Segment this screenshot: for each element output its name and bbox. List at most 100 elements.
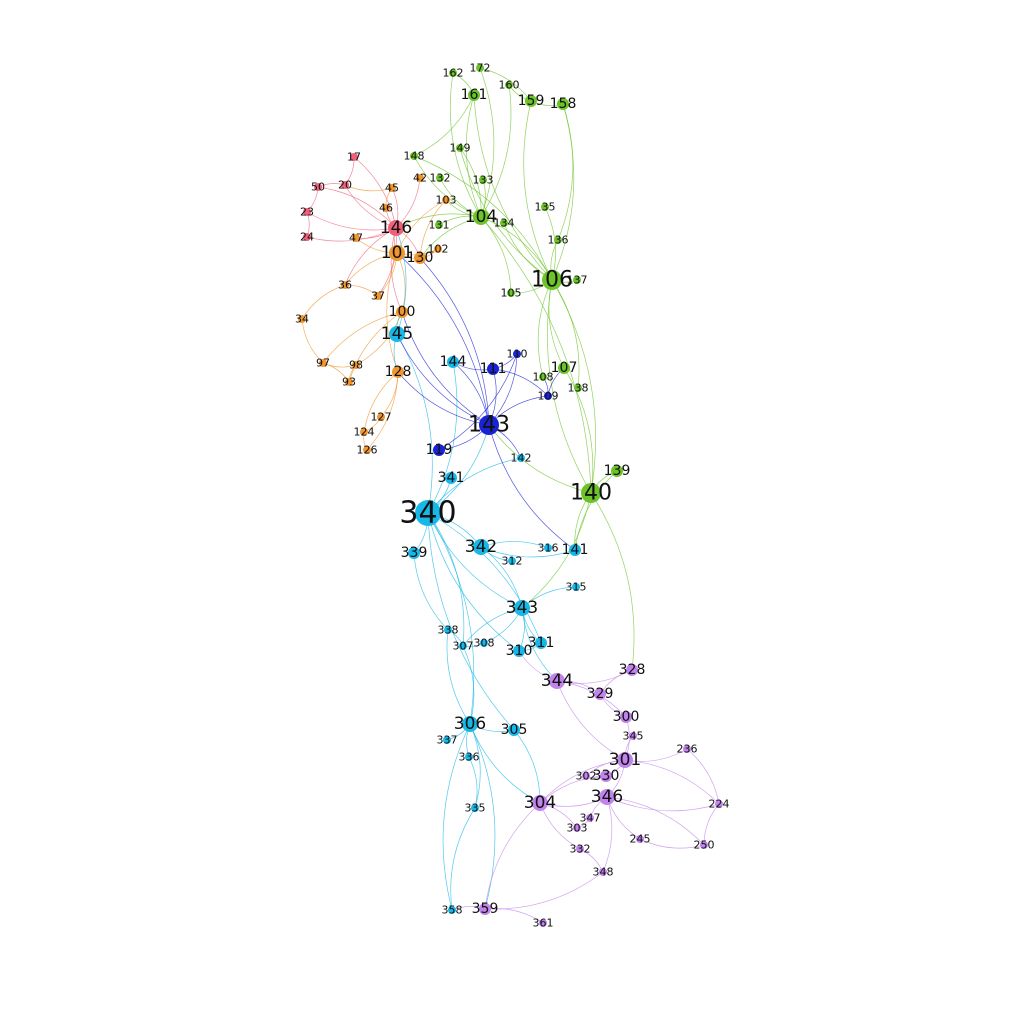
graph-node: 149 <box>450 142 471 155</box>
node-label: 315 <box>566 581 587 594</box>
node-circle <box>341 181 349 189</box>
node-circle <box>442 196 450 204</box>
graph-node: 361 <box>533 917 554 930</box>
graph-edge <box>419 199 447 259</box>
graph-node: 143 <box>468 413 510 438</box>
node-circle <box>544 392 552 400</box>
graph-node: 330 <box>593 768 620 784</box>
node-circle <box>576 845 584 853</box>
graph-node: 98 <box>349 359 363 372</box>
node-circle <box>500 219 508 227</box>
node-circle <box>414 252 426 264</box>
graph-edge <box>521 492 592 609</box>
graph-node: 97 <box>316 357 330 370</box>
graph-edge <box>395 213 482 229</box>
node-label: 137 <box>567 274 588 287</box>
node-circle <box>558 362 570 374</box>
node-circle <box>468 89 480 101</box>
node-label: 109 <box>538 390 559 403</box>
graph-edge <box>317 186 397 229</box>
graph-edge <box>551 279 580 389</box>
node-circle <box>389 245 405 261</box>
graph-node: 338 <box>438 624 459 637</box>
node-circle <box>447 356 459 368</box>
node-circle <box>410 152 418 160</box>
node-label: 305 <box>501 722 528 738</box>
graph-node: 315 <box>566 581 587 594</box>
node-label: 24 <box>300 231 314 244</box>
node-label: 346 <box>591 787 623 807</box>
graph-node: 128 <box>385 364 412 380</box>
node-label: 160 <box>499 79 520 92</box>
node-label: 103 <box>436 194 457 207</box>
graph-node: 316 <box>538 542 559 555</box>
graph-node: 119 <box>426 442 453 458</box>
graph-node: 307 <box>453 640 474 653</box>
graph-node: 136 <box>548 234 569 247</box>
graph-edge <box>484 802 541 910</box>
graph-node: 158 <box>550 96 577 112</box>
node-label: 358 <box>442 904 463 917</box>
graph-edge <box>488 424 576 551</box>
node-label: 102 <box>428 243 449 256</box>
graph-edge <box>301 318 324 364</box>
graph-node: 23 <box>300 206 314 219</box>
graph-node: 127 <box>371 411 392 424</box>
graph-node: 300 <box>613 709 640 725</box>
graph-node: 105 <box>501 287 522 300</box>
graph-edge <box>459 147 553 281</box>
node-label: 158 <box>550 96 577 112</box>
node-circle <box>573 276 581 284</box>
node-label: 161 <box>461 87 488 103</box>
graph-node: 133 <box>473 174 494 187</box>
node-circle <box>298 315 306 323</box>
node-circle <box>456 144 464 152</box>
node-circle <box>435 221 443 229</box>
node-label: 343 <box>506 598 538 618</box>
graph-edge <box>413 552 449 631</box>
graph-edge <box>395 227 407 335</box>
node-circle <box>715 800 723 808</box>
node-circle <box>374 292 382 300</box>
node-label: 101 <box>381 243 413 263</box>
graph-node: 224 <box>709 798 730 811</box>
node-circle <box>541 203 549 211</box>
node-circle <box>487 363 499 375</box>
node-label: 245 <box>630 833 651 846</box>
graph-edge <box>556 680 626 761</box>
node-circle <box>473 209 489 225</box>
node-circle <box>557 98 569 110</box>
node-label: 359 <box>472 901 499 917</box>
node-label: 23 <box>300 206 314 219</box>
graph-node: 236 <box>677 743 698 756</box>
node-circle <box>436 174 444 182</box>
node-circle <box>473 539 489 555</box>
node-circle <box>582 772 590 780</box>
node-label: 34 <box>295 313 309 326</box>
graph-edge <box>427 512 465 647</box>
node-circle <box>636 835 644 843</box>
node-circle <box>416 174 424 182</box>
graph-node: 301 <box>609 750 641 770</box>
node-label: 337 <box>437 734 458 747</box>
node-circle <box>525 95 537 107</box>
node-circle <box>479 176 487 184</box>
graph-node: 42 <box>413 172 427 185</box>
node-circle <box>444 626 452 634</box>
node-label: 105 <box>501 287 522 300</box>
graph-node: 124 <box>354 426 375 439</box>
graph-edge <box>473 94 553 281</box>
graph-edge <box>450 807 476 911</box>
graph-node: 130 <box>407 250 434 266</box>
node-label: 140 <box>570 481 612 506</box>
graph-node: 46 <box>379 202 393 215</box>
node-label: 119 <box>426 442 453 458</box>
node-circle <box>508 724 520 736</box>
graph-edge <box>396 333 490 426</box>
graph-node: 245 <box>630 833 651 846</box>
node-label: 304 <box>524 793 556 813</box>
node-label: 50 <box>311 181 325 194</box>
graph-edge <box>449 72 482 218</box>
node-circle <box>377 413 385 421</box>
